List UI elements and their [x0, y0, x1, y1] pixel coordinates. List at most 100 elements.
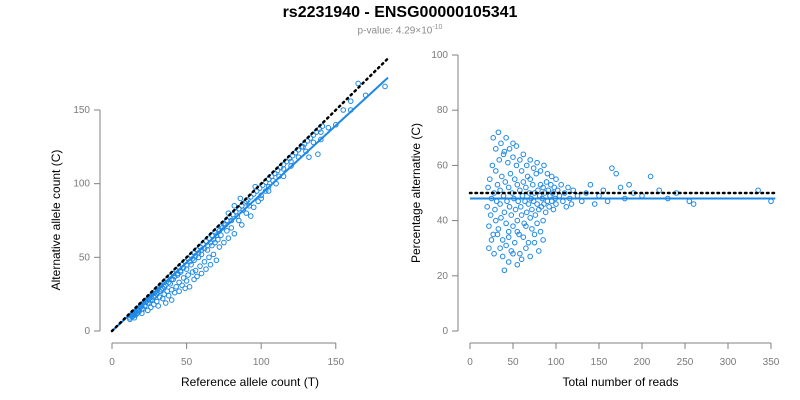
data-point	[145, 307, 151, 314]
data-point	[511, 239, 518, 246]
data-point	[203, 266, 209, 272]
data-point	[768, 198, 774, 205]
data-point	[505, 234, 512, 240]
data-point	[325, 124, 332, 131]
x-tick-label: 50	[507, 357, 519, 368]
data-point	[563, 204, 570, 210]
data-point	[486, 223, 492, 229]
data-point	[536, 248, 542, 254]
data-point	[168, 286, 175, 293]
data-point	[523, 162, 530, 169]
data-point	[516, 231, 522, 238]
x-tick-label: 0	[109, 357, 115, 368]
data-point	[493, 168, 499, 174]
data-point	[486, 245, 492, 251]
data-point	[224, 228, 230, 234]
data-point	[213, 257, 220, 264]
data-point	[504, 198, 510, 205]
y-tick-label: 20	[437, 271, 449, 282]
data-point	[529, 181, 536, 188]
x-tick-label: 100	[548, 357, 565, 368]
y-axis-label: Alternative allele count (C)	[49, 150, 63, 291]
data-point	[513, 162, 520, 169]
data-point	[168, 297, 175, 303]
data-point	[517, 204, 524, 210]
data-point	[568, 201, 575, 207]
data-point	[517, 157, 523, 163]
data-point	[505, 259, 512, 265]
data-point	[228, 225, 235, 231]
data-point	[495, 129, 502, 136]
data-point	[506, 146, 513, 152]
data-point	[171, 289, 178, 296]
data-point	[155, 303, 162, 309]
data-point	[527, 157, 534, 163]
data-point	[185, 272, 191, 278]
data-point	[510, 223, 516, 229]
data-point	[529, 226, 535, 232]
data-point	[176, 288, 182, 295]
data-point	[347, 98, 354, 104]
data-point	[514, 181, 521, 188]
data-point	[500, 151, 507, 158]
data-point	[495, 226, 502, 232]
data-point	[527, 176, 534, 182]
data-point	[527, 215, 534, 221]
data-point	[520, 151, 527, 158]
data-point	[530, 165, 537, 171]
data-point	[494, 231, 501, 238]
data-point	[498, 215, 504, 221]
data-point	[497, 245, 503, 251]
data-point	[524, 173, 531, 180]
x-tick-label: 50	[181, 357, 193, 368]
data-point	[493, 217, 499, 224]
y-tick-label: 40	[437, 216, 449, 227]
data-point	[548, 173, 555, 180]
y-tick-label: 60	[437, 160, 449, 171]
figure-title: rs2231940 - ENSG00000105341	[282, 4, 518, 21]
data-point	[520, 234, 527, 240]
y-tick-label: 150	[73, 105, 90, 116]
x-axis-label: Total number of reads	[562, 375, 678, 389]
x-tick-label: 350	[763, 357, 780, 368]
right-scatter-panel: 0 50 100 150 200 250 300 350 0 20 40 60 80 100 Total n…	[409, 50, 780, 389]
data-point	[153, 298, 160, 305]
data-point	[532, 212, 539, 218]
data-point	[490, 135, 497, 141]
y-tick-label: 0	[84, 326, 90, 337]
data-point	[538, 204, 545, 210]
data-point	[690, 201, 697, 207]
x-axis-label: Reference allele count (T)	[181, 375, 319, 389]
y-axis-label: Percentage alternative (C)	[409, 123, 423, 263]
data-point	[198, 270, 205, 277]
data-point	[520, 179, 527, 185]
data-point	[501, 209, 508, 216]
data-point	[534, 220, 540, 227]
x-tick-label: 100	[253, 357, 270, 368]
data-point	[686, 198, 693, 205]
data-point	[508, 248, 515, 254]
data-point	[164, 288, 170, 295]
data-point	[496, 157, 503, 163]
data-point	[210, 251, 217, 258]
data-point	[505, 159, 511, 166]
data-point	[515, 198, 521, 205]
data-point	[548, 181, 554, 188]
data-point	[231, 230, 238, 237]
data-point	[176, 279, 182, 286]
y-tick-label: 0	[442, 326, 448, 337]
data-point	[510, 140, 516, 147]
data-point	[506, 204, 513, 210]
data-point	[207, 261, 214, 268]
data-point	[499, 237, 506, 243]
data-point	[183, 278, 190, 284]
data-point	[587, 181, 594, 188]
data-point	[243, 210, 250, 216]
data-point	[499, 173, 505, 180]
data-point	[591, 201, 598, 207]
y-tick-label: 100	[431, 50, 448, 61]
data-point	[236, 217, 242, 224]
data-point	[525, 239, 532, 246]
data-point	[498, 140, 504, 147]
